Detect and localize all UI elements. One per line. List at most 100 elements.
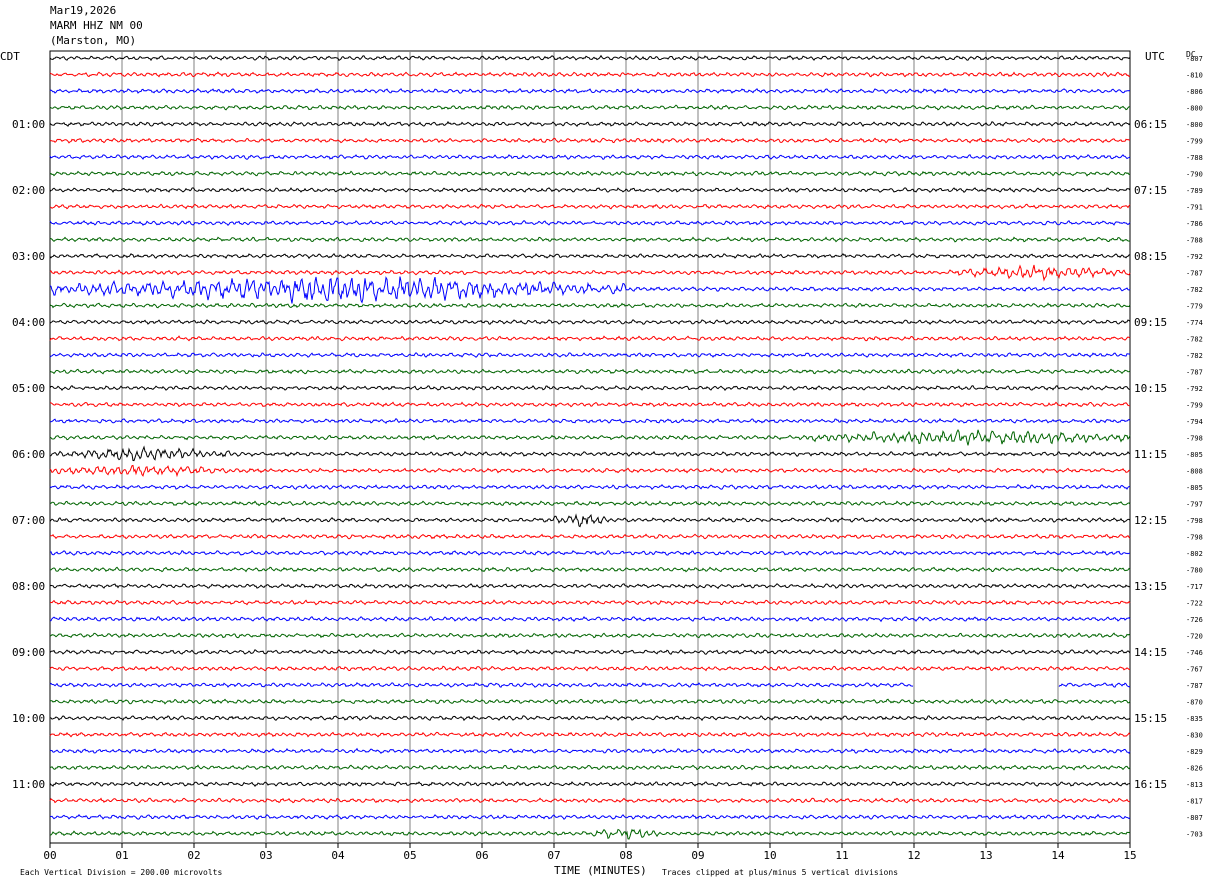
x-tick-label: 06	[475, 849, 488, 862]
dc-column-label: DC	[1186, 50, 1196, 59]
dc-offset-label: -780	[1186, 567, 1203, 575]
right-hour-label: 07:15	[1134, 184, 1167, 197]
trace-row-9	[49, 203, 1131, 210]
dc-offset-label: -798	[1186, 517, 1203, 525]
dc-offset-label: -791	[1186, 204, 1203, 212]
trace-row-36	[49, 649, 1131, 656]
x-tick-label: 05	[403, 849, 416, 862]
trace-row-38	[49, 681, 1131, 688]
dc-offset-label: -782	[1186, 336, 1203, 344]
left-hour-label: 01:00	[12, 118, 45, 131]
trace-row-14	[49, 276, 1131, 304]
trace-row-2	[49, 88, 1131, 94]
x-tick-label: 02	[187, 849, 200, 862]
trace-row-24	[49, 445, 1131, 462]
trace-row-8	[49, 187, 1131, 193]
right-hour-label: 11:15	[1134, 448, 1167, 461]
dc-offset-label: -792	[1186, 253, 1203, 261]
dc-offset-label: -787	[1186, 270, 1203, 278]
dc-offset-label: -782	[1186, 286, 1203, 294]
trace-row-15	[49, 302, 1131, 309]
trace-row-33	[50, 599, 1131, 606]
dc-offset-label: -817	[1186, 798, 1203, 806]
dc-offset-label: -722	[1186, 600, 1203, 608]
trace-row-1	[49, 71, 1131, 78]
trace-row-6	[49, 154, 1131, 160]
trace-row-10	[49, 220, 1131, 226]
left-hour-label: 02:00	[12, 184, 45, 197]
dc-offset-label: -830	[1186, 732, 1203, 740]
trace-row-18	[49, 352, 1131, 359]
dc-offset-label: -792	[1186, 385, 1203, 393]
dc-offset-label: -787	[1186, 369, 1203, 377]
trace-row-42	[49, 747, 1131, 754]
left-hour-label: 11:00	[12, 778, 45, 791]
trace-row-21	[49, 401, 1131, 408]
trace-row-20	[49, 385, 1131, 392]
trace-row-28	[49, 513, 1131, 528]
dc-offset-label: -800	[1186, 121, 1203, 129]
clip-note: Traces clipped at plus/minus 5 vertical …	[662, 868, 899, 877]
dc-offset-label: -786	[1186, 220, 1203, 228]
trace-row-19	[49, 368, 1131, 375]
x-tick-label: 01	[115, 849, 128, 862]
dc-offset-label: -798	[1186, 534, 1203, 542]
left-hour-label: 05:00	[12, 382, 45, 395]
trace-row-31	[49, 566, 1131, 573]
left-hour-label: 04:00	[12, 316, 45, 329]
x-tick-label: 15	[1123, 849, 1136, 862]
trace-row-26	[49, 483, 1131, 490]
trace-row-41	[49, 731, 1131, 738]
right-hour-label: 12:15	[1134, 514, 1167, 527]
trace-row-16	[49, 318, 1131, 325]
x-tick-label: 13	[979, 849, 992, 862]
x-tick-label: 03	[259, 849, 272, 862]
dc-offset-label: -805	[1186, 484, 1203, 492]
trace-row-4	[49, 120, 1131, 127]
dc-offset-label: -788	[1186, 154, 1203, 162]
header-station: MARM HHZ NM 00	[50, 19, 143, 32]
dc-offset-label: -787	[1186, 682, 1203, 690]
dc-offset-label: -782	[1186, 352, 1203, 360]
x-tick-label: 09	[691, 849, 704, 862]
trace-row-46	[50, 813, 1131, 820]
dc-offset-label: -810	[1186, 72, 1203, 80]
trace-row-30	[49, 550, 1131, 556]
dc-offset-label: -794	[1186, 418, 1203, 426]
dc-offset-label: -835	[1186, 715, 1203, 723]
trace-row-27	[49, 500, 1131, 507]
left-hour-label: 08:00	[12, 580, 45, 593]
dc-offset-label: -799	[1186, 402, 1203, 410]
trace-row-43	[49, 764, 1131, 771]
trace-row-39	[49, 698, 1131, 705]
dc-offset-label: -807	[1186, 55, 1203, 63]
right-hour-label: 14:15	[1134, 646, 1167, 659]
x-tick-label: 04	[331, 849, 345, 862]
dc-offset-label: -790	[1186, 171, 1203, 179]
dc-offset-label: -805	[1186, 451, 1203, 459]
left-hour-label: 03:00	[12, 250, 45, 263]
left-timezone-label: CDT	[0, 50, 20, 63]
dc-offset-label: -779	[1186, 303, 1203, 311]
x-tick-label: 10	[763, 849, 776, 862]
dc-offset-label: -717	[1186, 583, 1203, 591]
right-hour-label: 15:15	[1134, 712, 1167, 725]
trace-row-7	[49, 170, 1131, 177]
trace-row-45	[49, 797, 1131, 804]
x-tick-label: 00	[43, 849, 56, 862]
trace-row-32	[49, 582, 1131, 590]
trace-row-40	[49, 715, 1131, 722]
dc-offset-label: -703	[1186, 831, 1203, 839]
left-hour-label: 07:00	[12, 514, 45, 527]
dc-offset-label: -726	[1186, 616, 1203, 624]
right-timezone-label: UTC	[1145, 50, 1165, 63]
dc-offset-label: -799	[1186, 138, 1203, 146]
left-hour-label: 06:00	[12, 448, 45, 461]
trace-row-22	[49, 417, 1131, 425]
header-location: (Marston, MO)	[50, 34, 137, 47]
dc-offset-label: -767	[1186, 666, 1203, 674]
dc-offset-label: -788	[1186, 237, 1203, 245]
trace-row-23	[49, 428, 1131, 446]
trace-row-3	[49, 104, 1130, 111]
